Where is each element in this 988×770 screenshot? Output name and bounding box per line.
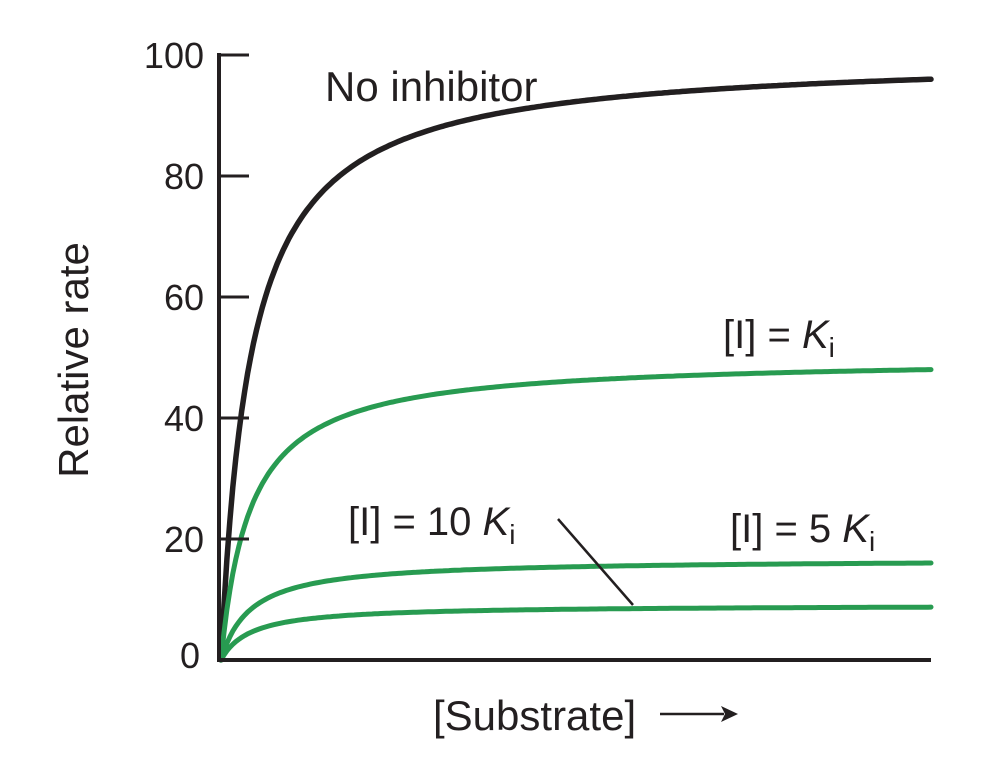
curve-i-10-ki — [218, 604, 934, 663]
curve-i-5-ki — [218, 560, 934, 663]
y-tick-label-40: 40 — [164, 398, 204, 439]
curve-no-inhibitor — [218, 76, 934, 663]
y-tick-label-60: 60 — [164, 277, 204, 318]
ki10-label-prefix: [I] = 10 — [348, 500, 483, 544]
y-axis-title: Relative rate — [50, 242, 97, 478]
curve-i-ki — [218, 367, 934, 663]
ki5-label-symbol: K — [842, 507, 871, 551]
y-tick-label-80: 80 — [164, 156, 204, 197]
ki5-label: [I] = 5 Ki — [730, 507, 875, 557]
ki-label: [I] = Ki — [723, 313, 835, 363]
ki10-label-subscript: i — [509, 519, 515, 550]
ki-label-prefix: [I] = — [723, 313, 802, 357]
curve-layer — [218, 76, 934, 663]
ki10-label-symbol: K — [483, 500, 512, 544]
x-axis-title: [Substrate] — [433, 692, 636, 739]
right-arrow-icon — [660, 706, 738, 722]
y-tick-label-20: 20 — [164, 519, 204, 560]
ki5-label-prefix: [I] = 5 — [730, 507, 842, 551]
axes — [217, 53, 931, 662]
ki5-label-subscript: i — [869, 526, 875, 557]
no-inhibitor-label: No inhibitor — [325, 63, 537, 110]
y-tick-labels: 100 80 60 40 20 0 — [144, 35, 204, 676]
ki-label-subscript: i — [829, 332, 835, 363]
y-tick-label-0: 0 — [180, 635, 200, 676]
y-tick-label-100: 100 — [144, 35, 204, 76]
ki10-label: [I] = 10 Ki — [348, 500, 515, 550]
y-tick-marks — [221, 53, 249, 541]
right-arrow-head — [721, 706, 738, 722]
ki10-pointer-line — [557, 518, 634, 606]
ki-label-symbol: K — [802, 313, 831, 357]
